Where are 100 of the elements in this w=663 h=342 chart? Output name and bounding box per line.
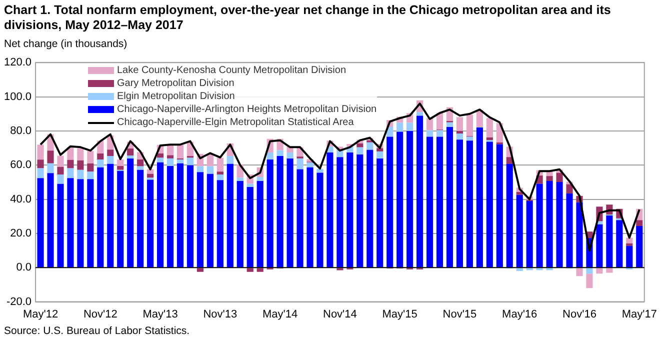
bar <box>97 167 104 268</box>
bar <box>626 238 633 244</box>
bar <box>246 186 254 268</box>
bar <box>67 147 74 160</box>
bar <box>296 169 304 268</box>
bar <box>97 159 104 168</box>
legend-label: Elgin Metropolitan Division <box>117 90 235 103</box>
bar <box>566 193 573 268</box>
y-tick-label: 80.0 <box>10 124 32 137</box>
bar <box>47 173 54 268</box>
bar <box>147 169 154 174</box>
bar <box>486 118 493 138</box>
bar <box>366 150 374 268</box>
y-tick-label: 120.0 <box>4 56 32 69</box>
bar <box>446 127 454 268</box>
bar <box>147 180 154 268</box>
legend-label: Lake County-Kenosha County Metropolitan Division <box>117 64 346 77</box>
bar <box>276 150 284 156</box>
bar <box>406 130 414 268</box>
bar <box>216 158 224 172</box>
bar <box>586 274 593 288</box>
bar <box>516 194 523 268</box>
bar <box>156 162 164 268</box>
x-tick-label: May'13 <box>142 308 178 320</box>
bar <box>356 143 364 148</box>
bar <box>396 132 404 268</box>
bar <box>296 158 304 170</box>
bar <box>147 174 154 178</box>
bar <box>626 243 633 246</box>
bar <box>356 147 364 155</box>
bar <box>266 152 274 160</box>
bar <box>606 216 613 268</box>
bar <box>426 130 434 137</box>
bar <box>256 177 264 182</box>
bar <box>316 172 324 268</box>
bar <box>336 157 344 268</box>
bar <box>446 122 454 128</box>
y-tick-label: 100.0 <box>4 90 32 103</box>
bar <box>37 168 44 178</box>
source-note: Source: U.S. Bureau of Labor Statistics. <box>4 325 190 337</box>
bar <box>496 144 503 268</box>
y-tick-label: 60.0 <box>10 159 32 172</box>
x-tick-label: Nov'13 <box>203 308 238 320</box>
bar <box>416 112 424 116</box>
bar <box>326 152 334 268</box>
bar <box>576 202 583 268</box>
bar <box>67 160 74 168</box>
bar <box>186 165 194 268</box>
bar <box>166 166 174 268</box>
bar <box>426 136 434 268</box>
bar <box>107 164 114 268</box>
bar <box>127 156 134 158</box>
bar <box>47 150 54 164</box>
bar <box>117 166 124 170</box>
bar <box>426 118 434 130</box>
bar <box>57 156 64 167</box>
bar <box>97 153 104 160</box>
bar <box>456 117 464 131</box>
bar <box>216 174 224 180</box>
y-tick-label: 0.0 <box>16 262 32 274</box>
bar <box>286 152 294 158</box>
bar <box>316 168 324 173</box>
bar <box>77 148 84 160</box>
bar <box>506 164 513 268</box>
bar <box>107 156 114 164</box>
bar <box>216 180 224 268</box>
bar <box>176 163 184 268</box>
bar <box>246 184 254 187</box>
x-tick-label: May'12 <box>22 308 58 320</box>
bar <box>416 116 424 268</box>
bar <box>386 136 394 268</box>
bar <box>87 163 94 172</box>
bar <box>556 172 563 182</box>
bar <box>127 158 134 268</box>
bar <box>596 268 603 274</box>
bar <box>77 170 84 180</box>
y-tick-label: -20.0 <box>6 296 32 308</box>
bar <box>57 166 64 175</box>
bar <box>156 153 164 158</box>
bar <box>436 112 444 130</box>
bar <box>436 130 444 137</box>
bar <box>117 159 124 166</box>
bar <box>526 200 533 268</box>
bar <box>306 167 314 268</box>
bar <box>196 172 204 268</box>
bar <box>117 170 124 268</box>
bar <box>576 268 583 276</box>
bar <box>196 268 204 272</box>
bar <box>77 160 84 170</box>
bar <box>586 268 593 274</box>
bar <box>636 220 643 226</box>
bar <box>137 170 144 268</box>
bar <box>226 164 234 268</box>
bar <box>236 178 244 182</box>
bar <box>107 150 114 156</box>
bar <box>166 155 174 158</box>
x-tick-label: Nov'16 <box>562 308 596 320</box>
bar <box>456 140 464 268</box>
bar <box>476 128 483 268</box>
bar <box>616 220 623 268</box>
